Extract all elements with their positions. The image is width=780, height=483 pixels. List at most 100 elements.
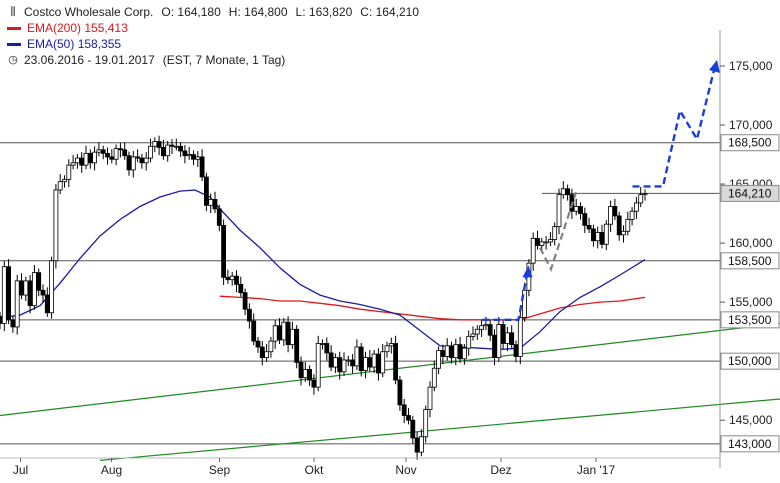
candle-body bbox=[556, 194, 562, 227]
clock-icon: ◷ bbox=[8, 54, 18, 66]
candle-body bbox=[578, 206, 583, 214]
candle-body bbox=[466, 335, 472, 349]
candle-body bbox=[160, 147, 166, 157]
candle-body bbox=[483, 324, 489, 327]
candle-body bbox=[285, 321, 291, 346]
candle bbox=[479, 319, 485, 337]
candle-body bbox=[548, 239, 553, 243]
level-value-box-bg bbox=[720, 311, 780, 329]
candle-body bbox=[453, 344, 459, 359]
trend-line-1 bbox=[99, 398, 780, 461]
candle-body bbox=[492, 334, 497, 359]
candle-body bbox=[289, 328, 295, 346]
candle-body bbox=[135, 156, 141, 159]
x-tick-label: Okt bbox=[305, 463, 324, 477]
candle bbox=[92, 146, 97, 171]
candle bbox=[66, 159, 72, 188]
candle-body bbox=[487, 324, 493, 336]
candle bbox=[496, 316, 502, 362]
candle-body bbox=[543, 241, 549, 244]
candle-body bbox=[380, 351, 386, 374]
candle bbox=[375, 348, 381, 381]
candle bbox=[393, 335, 399, 385]
candle-body bbox=[96, 149, 102, 153]
level-value-box-bg bbox=[720, 252, 780, 270]
candle-body bbox=[500, 324, 506, 344]
candle-body bbox=[105, 152, 110, 158]
candle-body bbox=[363, 357, 368, 372]
candle-body bbox=[57, 181, 63, 191]
level-value-box: 153,500 bbox=[720, 311, 780, 329]
candle bbox=[324, 337, 330, 361]
legend-open: 164,180 bbox=[177, 5, 221, 19]
legend-period-detail: (EST, 7 Monate, 1 Tag) bbox=[162, 53, 286, 67]
candle-body bbox=[302, 369, 308, 379]
projection-breakout-path bbox=[482, 271, 529, 321]
candle bbox=[199, 149, 205, 182]
candle bbox=[191, 150, 196, 166]
candle-body bbox=[642, 193, 648, 196]
ema50-swatch bbox=[7, 42, 21, 46]
candle bbox=[487, 320, 493, 342]
candle-body bbox=[294, 328, 300, 363]
y-tick-label: 155,000 bbox=[729, 295, 773, 309]
candle bbox=[289, 321, 295, 349]
candle bbox=[560, 181, 566, 199]
candle-body bbox=[612, 206, 618, 217]
candle-body bbox=[75, 157, 80, 164]
candle bbox=[238, 276, 244, 297]
candle bbox=[444, 338, 450, 361]
candle-body bbox=[113, 148, 119, 160]
candle bbox=[0, 312, 3, 330]
candle bbox=[36, 268, 42, 297]
candle bbox=[87, 149, 93, 169]
candle bbox=[105, 147, 110, 165]
candle-body bbox=[234, 275, 239, 285]
candle-body bbox=[513, 344, 519, 357]
candle bbox=[203, 172, 209, 212]
legend-low: 163,820 bbox=[308, 5, 353, 19]
candle-body bbox=[36, 272, 42, 291]
projection-target-arrowhead bbox=[709, 59, 720, 73]
candle bbox=[143, 152, 149, 171]
candle-body bbox=[182, 150, 188, 157]
candle-body bbox=[255, 340, 261, 348]
candle bbox=[608, 200, 613, 232]
candle-body bbox=[539, 241, 545, 246]
projection-alternative-path bbox=[539, 191, 578, 272]
candle bbox=[363, 351, 368, 379]
candle-body bbox=[49, 260, 54, 314]
x-tick-label: Sep bbox=[209, 463, 231, 477]
candle-body bbox=[165, 144, 171, 157]
legend-open-label: O: bbox=[161, 5, 175, 19]
candle bbox=[32, 264, 37, 310]
candle bbox=[311, 374, 317, 395]
candle-body bbox=[19, 280, 24, 296]
legend-ema200-row: EMA(200) 155,413 bbox=[6, 20, 419, 36]
candle bbox=[294, 325, 300, 369]
candle-body bbox=[268, 340, 274, 353]
candle bbox=[1, 260, 7, 332]
candle-body bbox=[431, 367, 437, 388]
candle-body bbox=[242, 292, 248, 310]
candle-body bbox=[367, 357, 373, 368]
candle bbox=[431, 360, 437, 392]
level-value-box-bg bbox=[720, 352, 780, 370]
candle bbox=[307, 365, 313, 386]
candle bbox=[23, 276, 29, 301]
candle-body bbox=[324, 343, 330, 354]
candle bbox=[320, 339, 325, 350]
candle-body bbox=[122, 149, 128, 157]
candle-body bbox=[638, 194, 644, 204]
candle bbox=[457, 336, 463, 363]
candle bbox=[195, 150, 201, 167]
projection-arrowhead bbox=[522, 265, 533, 278]
candle bbox=[358, 342, 364, 377]
candle bbox=[234, 270, 239, 293]
candle bbox=[406, 407, 411, 425]
candle bbox=[221, 219, 227, 286]
candle bbox=[492, 329, 497, 366]
candle bbox=[586, 217, 592, 234]
candle-body bbox=[191, 154, 196, 160]
